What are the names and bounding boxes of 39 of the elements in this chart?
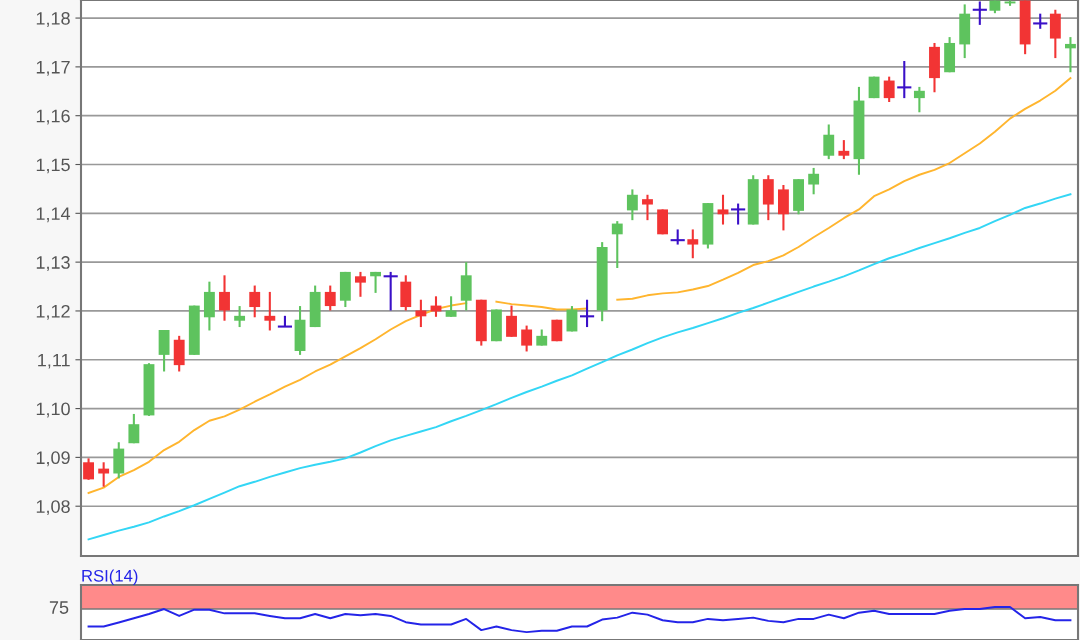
candlestick xyxy=(506,304,517,338)
candlestick xyxy=(324,284,336,312)
candlestick xyxy=(264,290,276,332)
candlestick xyxy=(566,305,578,333)
candlestick xyxy=(642,193,653,222)
y-tick-label: 1,14 xyxy=(36,207,71,223)
candlestick xyxy=(626,188,638,222)
y-tick-label: 1,09 xyxy=(36,451,70,467)
candlestick xyxy=(98,461,110,488)
y-tick-label: 1,17 xyxy=(36,61,70,76)
candlestick xyxy=(445,295,457,318)
candlestick xyxy=(521,324,533,353)
candlestick xyxy=(83,457,94,481)
candlestick xyxy=(823,123,835,161)
chart-title: RSI(14) xyxy=(82,569,138,585)
candlestick xyxy=(913,85,925,114)
candlestick xyxy=(249,284,261,319)
candlestick xyxy=(219,274,230,322)
candlestick xyxy=(415,298,427,329)
candlestick xyxy=(883,75,895,104)
candlestick xyxy=(611,220,623,270)
y-tick-label: 1,12 xyxy=(36,304,70,320)
candlestick xyxy=(234,305,246,329)
y-tick-label: 1,15 xyxy=(36,158,70,174)
y-tick-label: 1,13 xyxy=(36,256,70,271)
candlestick xyxy=(355,270,366,298)
candlestick xyxy=(717,193,729,226)
candlestick xyxy=(128,412,140,445)
line-series xyxy=(87,193,1072,541)
candlestick xyxy=(1065,36,1076,74)
y-tick-label: 1,11 xyxy=(38,353,70,369)
y-tick-label: 1,16 xyxy=(36,109,70,125)
y-tick-label: 1,08 xyxy=(36,500,70,516)
candlestick xyxy=(838,139,850,161)
y-tick-label: 1,10 xyxy=(36,402,70,418)
band-label: 75 xyxy=(49,601,69,614)
candlestick xyxy=(808,166,820,196)
candlestick xyxy=(687,228,699,260)
y-tick-label: 1,18 xyxy=(36,12,70,27)
